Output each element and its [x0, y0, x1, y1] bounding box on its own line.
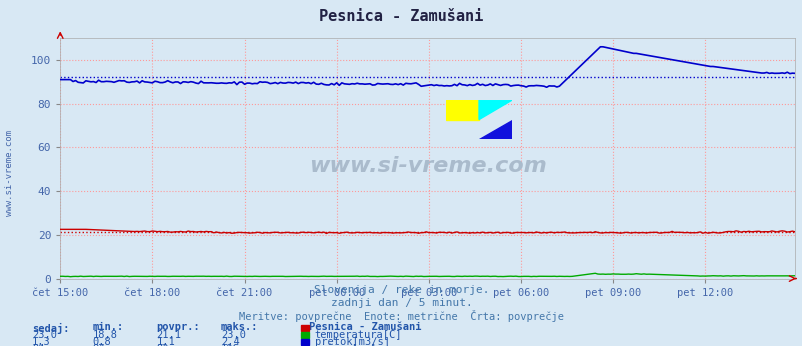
Text: Pesnica - Zamušani: Pesnica - Zamušani	[309, 322, 421, 333]
Text: min.:: min.:	[92, 322, 124, 333]
Text: 18,8: 18,8	[92, 330, 117, 340]
Text: 23,0: 23,0	[221, 330, 245, 340]
Text: 0,8: 0,8	[92, 337, 111, 346]
Text: Slovenija / reke in morje.: Slovenija / reke in morje.	[314, 285, 488, 295]
Polygon shape	[445, 100, 479, 120]
Text: sedaj:: sedaj:	[32, 322, 70, 334]
Text: www.si-vreme.com: www.si-vreme.com	[308, 155, 546, 175]
Text: temperatura[C]: temperatura[C]	[314, 330, 402, 340]
Polygon shape	[479, 120, 512, 139]
Text: višina[cm]: višina[cm]	[314, 344, 377, 346]
Text: 1,3: 1,3	[32, 337, 51, 346]
Text: 21,1: 21,1	[156, 330, 181, 340]
Text: www.si-vreme.com: www.si-vreme.com	[5, 130, 14, 216]
Text: 92: 92	[156, 344, 169, 346]
Text: 1,1: 1,1	[156, 337, 175, 346]
Text: povpr.:: povpr.:	[156, 322, 200, 333]
Text: 94: 94	[32, 344, 45, 346]
Polygon shape	[479, 100, 512, 120]
Text: 2,4: 2,4	[221, 337, 239, 346]
Text: pretok[m3/s]: pretok[m3/s]	[314, 337, 389, 346]
Text: Meritve: povprečne  Enote: metrične  Črta: povprečje: Meritve: povprečne Enote: metrične Črta:…	[239, 310, 563, 322]
Text: 87: 87	[92, 344, 105, 346]
Text: 106: 106	[221, 344, 239, 346]
Text: zadnji dan / 5 minut.: zadnji dan / 5 minut.	[330, 298, 472, 308]
Text: maks.:: maks.:	[221, 322, 258, 333]
Text: 23,0: 23,0	[32, 330, 57, 340]
Text: Pesnica - Zamušani: Pesnica - Zamušani	[319, 9, 483, 24]
